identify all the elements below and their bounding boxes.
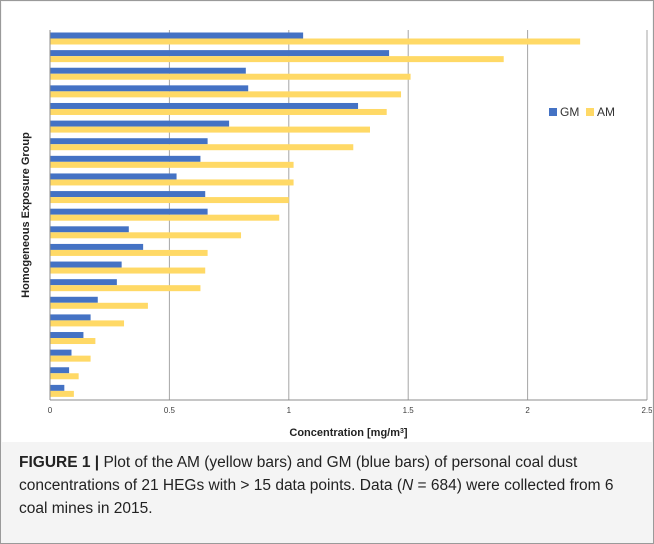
bar-am-11 [50, 214, 280, 221]
bar-gm-11 [50, 208, 208, 215]
x-tick-label-1: 0.5 [164, 406, 176, 415]
bar-am-6 [50, 126, 370, 133]
bar-am-19 [50, 355, 91, 362]
bar-gm-16 [50, 296, 98, 303]
caption-text-2: = 684) were collected from 6 coal mines … [19, 477, 614, 517]
bar-gm-3 [50, 67, 246, 74]
legend-swatch-gm [549, 108, 557, 116]
bar-am-20 [50, 373, 79, 380]
bar-am-5 [50, 108, 387, 115]
x-tick-label-3: 1.5 [403, 406, 415, 415]
legend-label-gm: GM [560, 105, 579, 119]
bar-gm-1 [50, 32, 304, 39]
bar-gm-15 [50, 279, 117, 286]
bar-am-14 [50, 267, 206, 274]
bar-gm-21 [50, 384, 65, 391]
bar-gm-4 [50, 85, 249, 92]
bar-am-9 [50, 179, 294, 186]
bar-gm-13 [50, 243, 144, 250]
legend-swatch-am [586, 108, 594, 116]
bar-am-8 [50, 161, 294, 168]
caption-n-symbol: N [401, 477, 414, 494]
bar-am-2 [50, 56, 504, 63]
bar-am-21 [50, 390, 74, 397]
legend-label-am: AM [597, 105, 615, 119]
bar-am-12 [50, 232, 242, 239]
x-tick-label-0: 0 [48, 406, 53, 415]
bar-gm-19 [50, 349, 72, 356]
bar-chart: 0 0.5 1 1.5 2 2.5 Concentration [mg/m3] Homogen… [20, 30, 652, 439]
bar-gm-7 [50, 138, 208, 145]
caption-text-1: Plot of the AM (yellow bars) and GM (blu… [19, 454, 578, 494]
x-tick-label-4: 2 [525, 406, 530, 415]
bar-gm-5 [50, 102, 359, 109]
x-tick-label-5: 2.5 [641, 406, 652, 415]
bar-am-7 [50, 144, 354, 151]
bar-am-18 [50, 338, 96, 345]
bar-gm-18 [50, 332, 84, 339]
bar-gm-17 [50, 314, 91, 321]
bar-am-13 [50, 249, 208, 256]
bar-am-15 [50, 285, 201, 292]
bar-gm-9 [50, 173, 177, 180]
bar-gm-14 [50, 261, 122, 268]
bar-gm-12 [50, 226, 129, 233]
bar-gm-8 [50, 155, 201, 162]
caption-label: FIGURE 1 | [19, 454, 100, 471]
bar-am-17 [50, 320, 125, 327]
x-tick-label-2: 1 [287, 406, 292, 415]
bar-gm-20 [50, 367, 70, 374]
bar-gm-6 [50, 120, 230, 127]
figure-caption: FIGURE 1 | Plot of the AM (yellow bars) … [19, 451, 639, 520]
bar-am-3 [50, 73, 411, 80]
bar-am-4 [50, 91, 402, 98]
chart-area: 0 0.5 1 1.5 2 2.5 Concentration [mg/m3] Homogen… [2, 2, 652, 442]
bar-am-16 [50, 302, 148, 309]
bar-am-10 [50, 197, 289, 204]
y-axis-label: Homogeneous Exposure Group [20, 132, 32, 298]
bar-am-1 [50, 38, 581, 45]
bar-gm-2 [50, 50, 390, 57]
x-axis-label: Concentration [mg/m3] [289, 427, 408, 439]
bar-gm-10 [50, 191, 206, 198]
